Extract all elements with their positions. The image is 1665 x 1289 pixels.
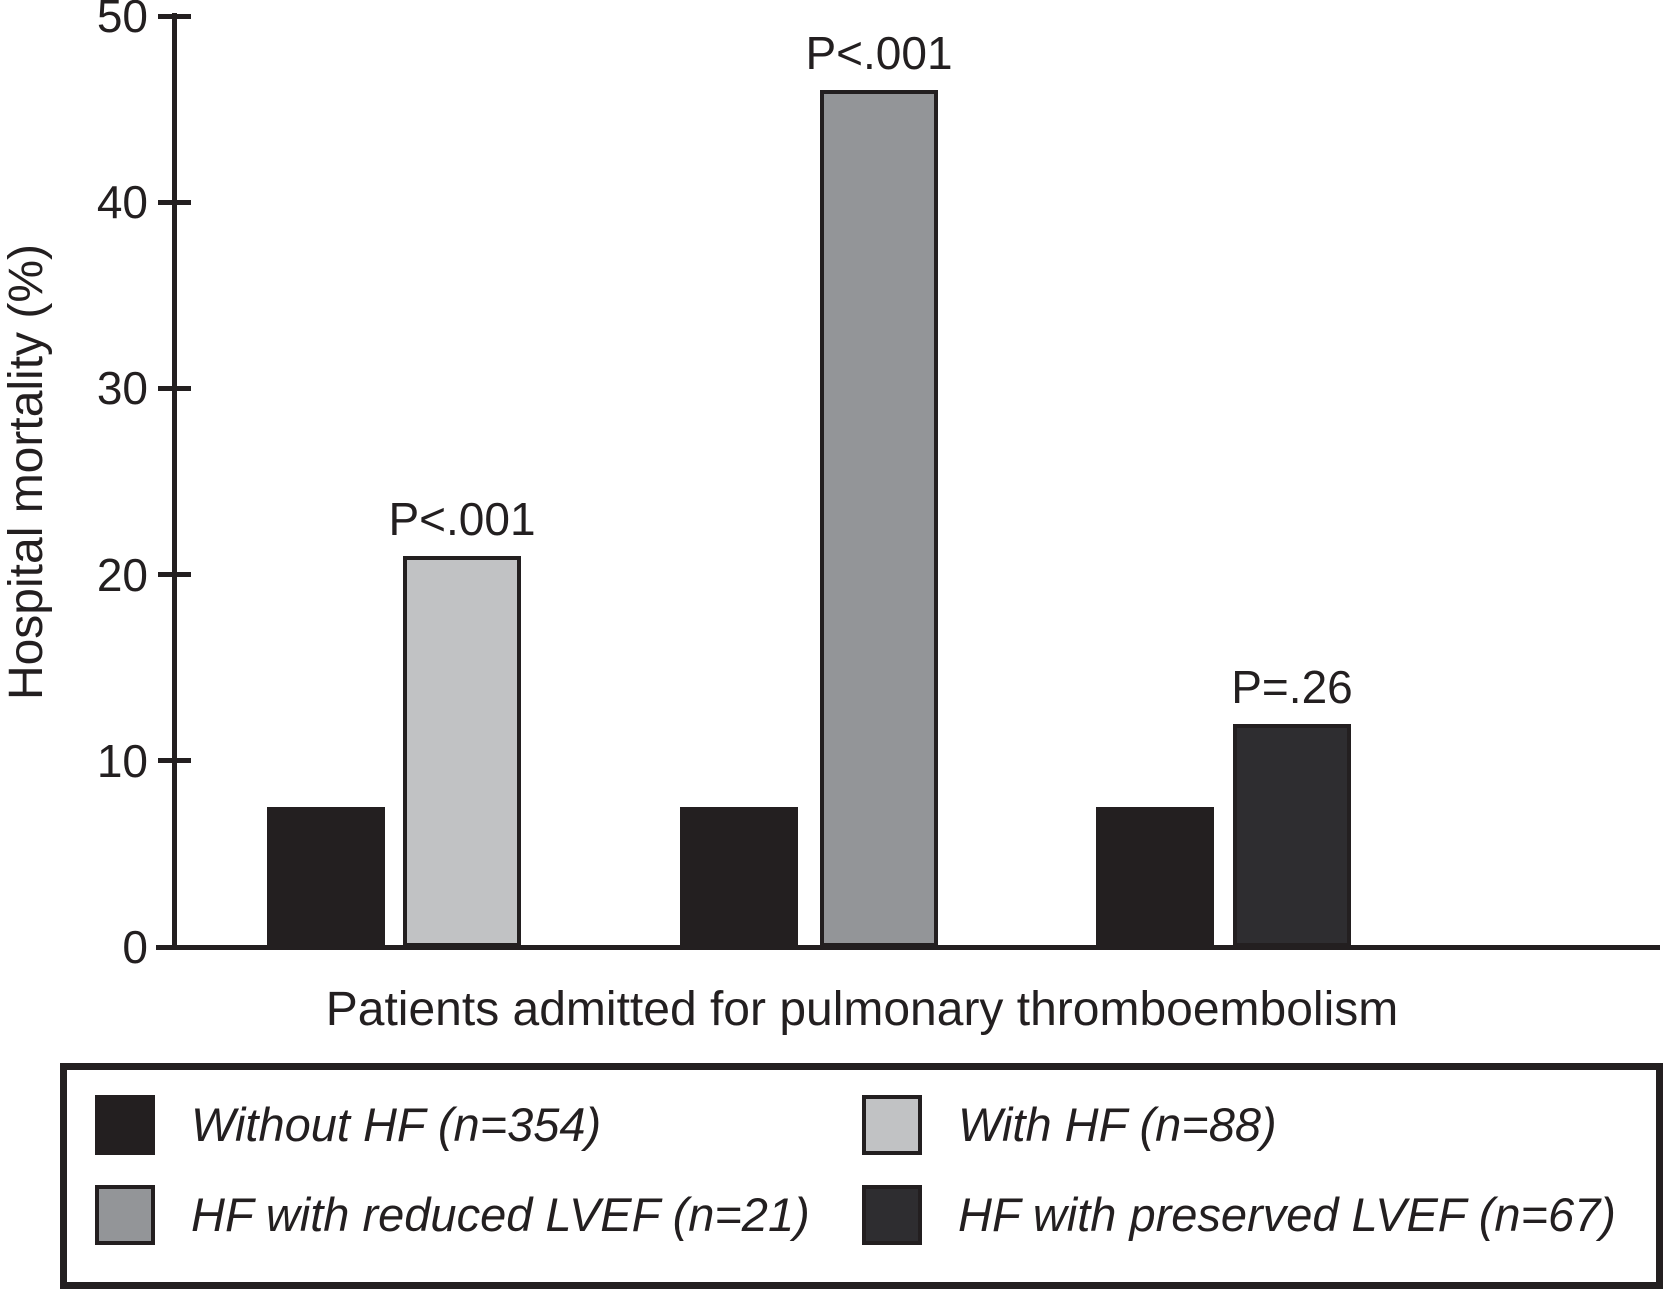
y-tick	[158, 572, 191, 578]
legend-item-without-hf-n-354: Without HF (n=354)	[95, 1095, 601, 1155]
y-tick	[158, 944, 191, 950]
y-tick-label: 0	[122, 921, 148, 973]
legend-item-with-hf-n-88: With HF (n=88)	[862, 1095, 1277, 1155]
p-value-label: P=.26	[1231, 661, 1353, 713]
bar-with-hf-n-88	[403, 556, 521, 947]
y-tick-label: 10	[96, 734, 148, 787]
y-tick	[158, 758, 191, 764]
legend-label: HF with reduced LVEF (n=21)	[191, 1188, 810, 1241]
legend	[60, 1063, 1663, 1289]
y-tick	[158, 385, 191, 391]
y-tick-label: 50	[96, 0, 148, 42]
bar-without-hf-n-354	[267, 807, 385, 947]
y-tick-label: 20	[96, 548, 148, 601]
legend-item-hf-with-preserved-lvef-n-67: HF with preserved LVEF (n=67)	[862, 1185, 1616, 1245]
y-tick	[158, 13, 191, 19]
legend-label: With HF (n=88)	[958, 1098, 1277, 1151]
x-axis-title: Patients admitted for pulmonary thromboe…	[325, 983, 1399, 1036]
p-value-label: P<.001	[805, 27, 953, 79]
y-tick	[158, 199, 191, 205]
y-axis-title: Hospital mortality (%)	[0, 243, 53, 701]
bar-hf-with-reduced-lvef-n-21	[820, 90, 938, 947]
bar-without-hf-n-354	[680, 807, 798, 947]
legend-label: HF with preserved LVEF (n=67)	[958, 1188, 1616, 1241]
y-axis-line	[172, 13, 177, 950]
legend-swatch-hf-with-preserved-lvef-n-67	[862, 1185, 922, 1245]
legend-swatch-without-hf-n-354	[95, 1095, 155, 1155]
legend-swatch-with-hf-n-88	[862, 1095, 922, 1155]
legend-label: Without HF (n=354)	[191, 1098, 602, 1151]
y-tick-label: 30	[96, 362, 148, 415]
legend-item-hf-with-reduced-lvef-n-21: HF with reduced LVEF (n=21)	[95, 1185, 810, 1245]
p-value-label: P<.001	[388, 493, 536, 545]
bar-without-hf-n-354	[1096, 807, 1214, 947]
bar-hf-with-preserved-lvef-n-67	[1233, 724, 1351, 947]
y-tick-label: 40	[96, 176, 148, 229]
legend-swatch-hf-with-reduced-lvef-n-21	[95, 1185, 155, 1245]
x-axis-line	[156, 945, 1660, 950]
